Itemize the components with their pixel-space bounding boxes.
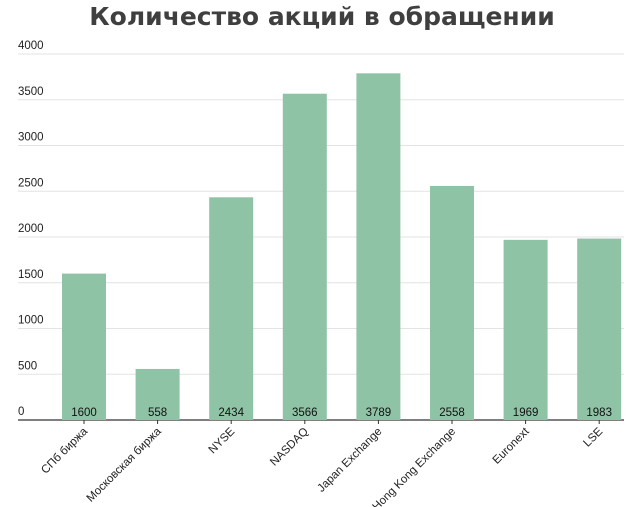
x-category-label: NASDAQ (268, 426, 311, 469)
y-tick-label: 1000 (18, 315, 44, 327)
y-tick-label: 500 (18, 360, 37, 372)
bar (209, 197, 254, 420)
y-tick-label: 2500 (18, 177, 44, 189)
x-category-label: LSE (581, 425, 605, 449)
bar-value-label: 558 (148, 407, 167, 419)
x-category-label: NYSE (207, 425, 238, 456)
y-tick-label: 2000 (18, 223, 44, 235)
bar-value-label: 2434 (218, 407, 244, 419)
x-category-label: Hong Kong Exchange (371, 426, 459, 507)
y-tick-label: 1500 (18, 269, 44, 281)
bar (577, 238, 622, 420)
bar (356, 73, 401, 420)
bar-value-label: 1969 (513, 407, 539, 419)
bar (430, 185, 474, 420)
x-category-label: Japan Exchange (315, 426, 384, 495)
bar-value-label: 3789 (366, 407, 392, 419)
y-tick-label: 3000 (18, 132, 44, 144)
bar-value-label: 2558 (439, 407, 465, 419)
x-category-label: Московская биржа (85, 425, 164, 504)
x-category-label: Euronext (491, 425, 533, 467)
y-tick-label: 0 (18, 406, 24, 418)
bar-value-label: 3566 (292, 407, 318, 419)
bar-value-label: 1983 (586, 407, 612, 419)
y-tick-label: 3500 (18, 86, 44, 98)
bar-value-label: 1600 (71, 407, 97, 419)
bar (62, 273, 106, 420)
x-category-label: СПб биржа (39, 425, 90, 476)
y-tick-label: 4000 (18, 40, 44, 52)
bar (135, 368, 180, 420)
bar (282, 93, 327, 420)
bar (503, 239, 548, 420)
chart-title: Количество акций в обращении (89, 2, 555, 31)
